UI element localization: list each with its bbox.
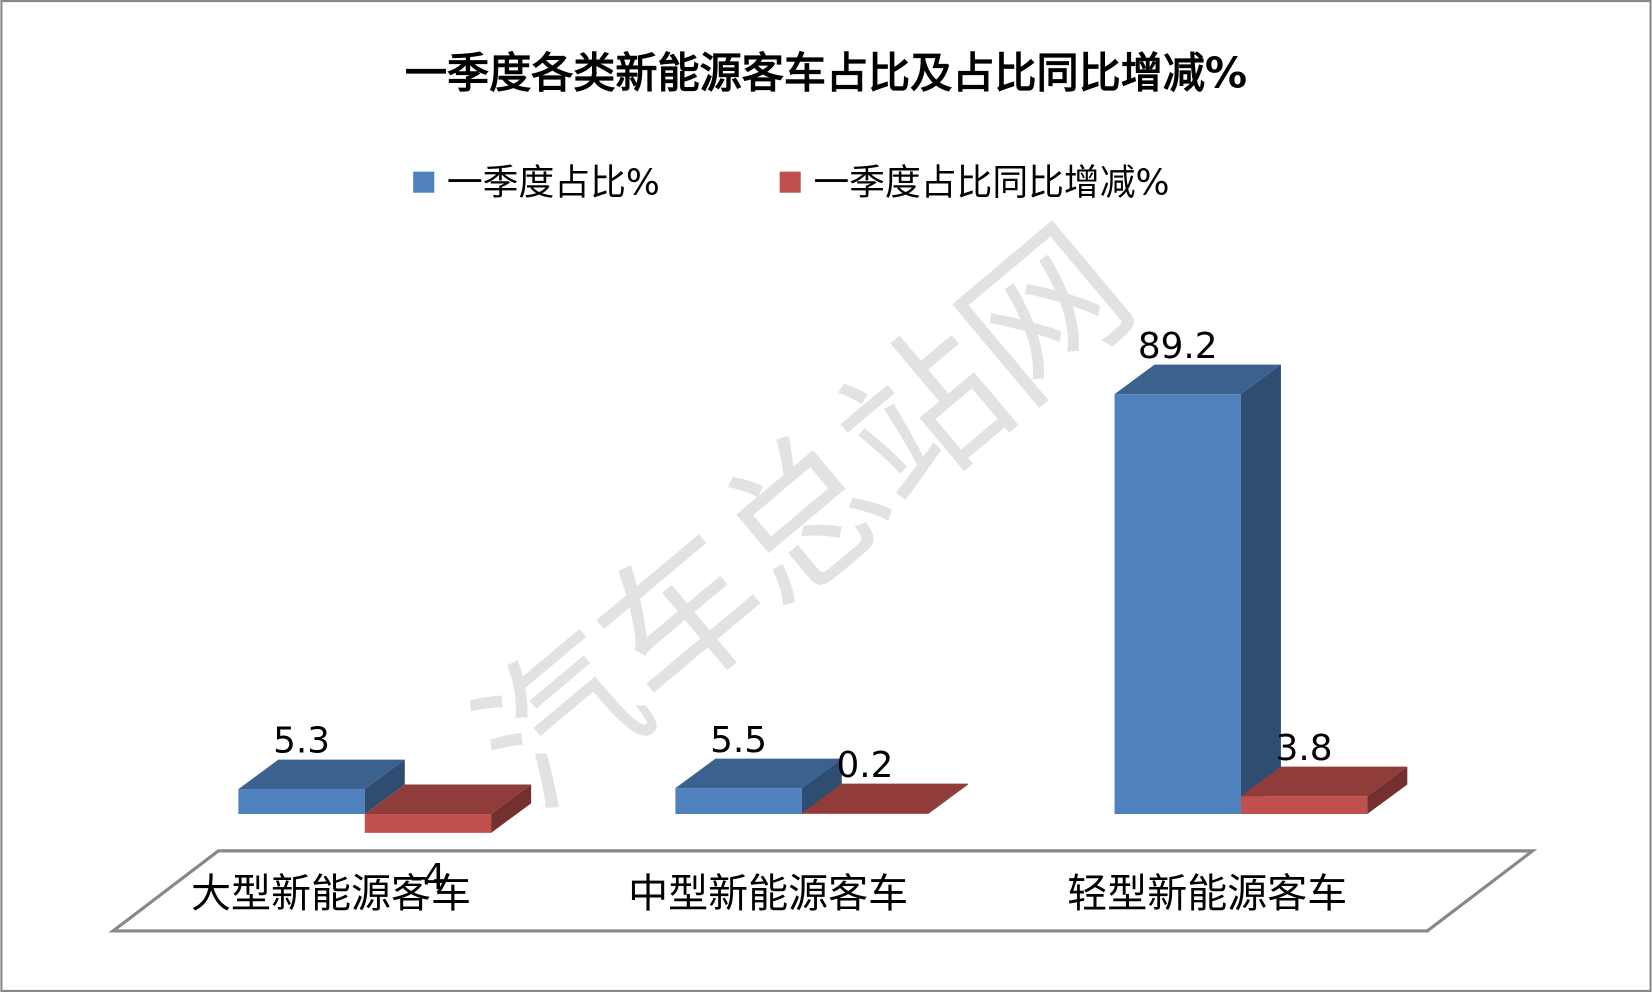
- bar-side: [364, 759, 405, 815]
- bar-front: [675, 788, 802, 815]
- bar-front: [364, 814, 492, 833]
- bar-top: [238, 759, 405, 790]
- legend-label: 一季度占比同比增减%: [813, 162, 1169, 203]
- bar-top: [1114, 364, 1281, 395]
- bar-side: [801, 758, 842, 815]
- legend-label: 一季度占比%: [447, 162, 660, 203]
- value-label: -4: [410, 857, 446, 898]
- bar: [238, 759, 405, 815]
- bar-side: [1367, 766, 1408, 815]
- bar-top: [1240, 766, 1408, 797]
- value-label: 0.2: [836, 745, 893, 786]
- bar-top: [364, 784, 532, 815]
- value-label: 3.8: [1276, 728, 1333, 769]
- bar: [675, 758, 842, 815]
- floor: [108, 849, 1538, 933]
- bar-top: [801, 783, 969, 814]
- bar-side: [928, 783, 969, 815]
- bar-front: [1114, 394, 1241, 815]
- bar-side: [1240, 364, 1281, 815]
- value-label: 5.3: [273, 721, 330, 762]
- x-tick-label: 中型新能源客车: [628, 871, 908, 917]
- legend-swatch: [413, 171, 435, 193]
- legend-swatch: [779, 171, 801, 193]
- bar-front: [238, 789, 365, 815]
- x-tick-label: 大型新能源客车: [191, 871, 471, 917]
- bar-top: [675, 758, 842, 789]
- bar-front: [1240, 796, 1368, 815]
- x-tick-label: 轻型新能源客车: [1067, 871, 1347, 917]
- chart-title: 一季度各类新能源客车占比及占比同比增减%: [405, 48, 1247, 97]
- value-label: 89.2: [1138, 326, 1218, 367]
- bar-side: [491, 784, 532, 833]
- value-label: 5.5: [710, 720, 767, 761]
- bar: [364, 784, 532, 833]
- bar: [1114, 364, 1281, 815]
- bar: [1240, 766, 1408, 815]
- bar: [801, 783, 969, 815]
- bar-front: [801, 813, 929, 815]
